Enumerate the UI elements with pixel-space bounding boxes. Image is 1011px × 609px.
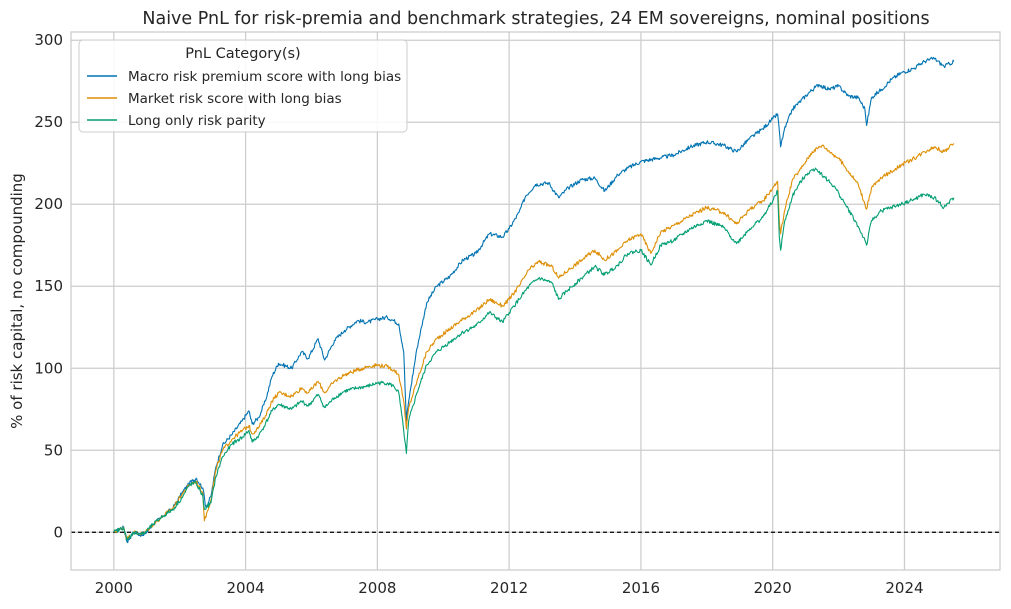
series-line-1 [113,56,955,544]
plot-frame [70,31,1001,571]
legend-label: Long only risk parity [128,113,266,129]
legend: PnL Category(s) Macro risk premium score… [78,39,408,133]
x-tick-label: 2012 [490,579,528,597]
legend-items: Macro risk premium score with long bias M… [87,69,401,129]
x-tick-label: 2004 [227,579,265,597]
chart-title: Naive PnL for risk-premia and benchmark … [142,9,929,29]
legend-label: Macro risk premium score with long bias [128,69,401,85]
y-axis-label: % of risk capital, no compounding [8,173,26,429]
x-tick-label: 2016 [622,579,660,597]
y-axis-ticks: 0 50 100 150 200 250 300 [34,31,63,541]
x-tick-label: 2024 [885,579,923,597]
y-tick-label: 50 [44,441,63,459]
series-line-2 [113,143,955,540]
y-tick-label: 250 [34,113,63,131]
series-lines [113,56,955,544]
legend-title: PnL Category(s) [185,46,300,62]
x-tick-label: 2020 [754,579,792,597]
grid [71,32,1000,570]
series-line-3 [113,167,955,542]
x-axis-ticks: 2000 2004 2008 2012 2016 2020 2024 [95,579,924,597]
x-tick-label: 2000 [95,579,133,597]
legend-label: Market risk score with long bias [128,91,342,107]
y-tick-label: 150 [34,277,63,295]
x-tick-label: 2008 [358,579,396,597]
y-tick-label: 0 [53,523,63,541]
y-tick-label: 300 [34,31,63,49]
y-tick-label: 200 [34,195,63,213]
legend-box [78,39,408,133]
y-tick-label: 100 [34,359,63,377]
